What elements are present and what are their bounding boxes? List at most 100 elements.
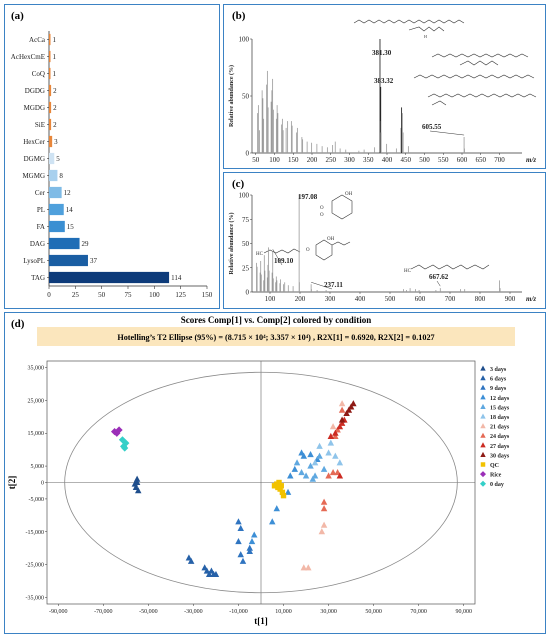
legend-marker-0-day xyxy=(480,480,486,487)
point-27-days xyxy=(327,432,335,440)
bar-value-label: 2 xyxy=(53,87,57,95)
point-15-days xyxy=(298,469,305,476)
point-qc xyxy=(277,486,283,492)
point-qc xyxy=(280,492,287,499)
x-tick-label: 600 xyxy=(457,156,468,164)
legend-label-qc: QC xyxy=(490,463,499,469)
point-18-days xyxy=(311,459,319,466)
legend-marker-18-days xyxy=(480,413,486,419)
legend-marker-12-days xyxy=(480,394,486,400)
point-24-days xyxy=(325,472,332,479)
point-15-days xyxy=(320,465,328,472)
quinone-ring-icon-2: OH O xyxy=(306,237,351,261)
x-tick-label: 900 xyxy=(505,295,516,303)
point-27-days xyxy=(336,472,344,479)
peak-annotation: 109.10 xyxy=(274,257,294,265)
x-tick-label: 125 xyxy=(175,291,186,299)
point-21-days xyxy=(329,423,337,430)
x-tick-label: 500 xyxy=(385,295,396,303)
legend-label-21-days: 21 days xyxy=(490,425,510,431)
x-tick-label: 550 xyxy=(438,156,449,164)
x-tick-label: 450 xyxy=(401,156,412,164)
legend-marker-15-days xyxy=(480,403,486,409)
point-12-days xyxy=(284,488,292,495)
peak-annotation: 381.30 xyxy=(372,49,392,57)
y-tick-label: 25,000 xyxy=(28,398,45,404)
point-24-days xyxy=(338,406,346,413)
x-tick-label: -50,000 xyxy=(139,609,158,615)
x-tick-label: 150 xyxy=(288,156,299,164)
bar-acca xyxy=(49,33,51,46)
point-qc xyxy=(278,483,284,489)
dag-structure-icon xyxy=(431,53,529,66)
x-tick-label: 650 xyxy=(476,156,487,164)
x-tick-label: -10,000 xyxy=(229,609,248,615)
point-18-days xyxy=(327,439,335,446)
category-label: AcCa xyxy=(29,36,46,44)
point-15-days xyxy=(309,475,317,482)
point-0-day xyxy=(121,444,129,452)
y-tick-label: 0 xyxy=(246,289,250,297)
x-tick-label: 800 xyxy=(475,295,486,303)
x-tick-label: 300 xyxy=(344,156,355,164)
point-12-days xyxy=(251,531,258,538)
point-12-days xyxy=(307,450,314,458)
legend-label-30-days: 30 days xyxy=(490,453,510,459)
point-12-days xyxy=(269,518,276,525)
point-3-days xyxy=(131,480,139,487)
x-tick-label: 90,000 xyxy=(455,609,472,615)
bar-dgdg xyxy=(49,84,52,97)
point-24-days xyxy=(320,505,328,512)
plot-title: Scores Comp[1] vs. Comp[2] colored by co… xyxy=(181,315,371,325)
category-label: Cer xyxy=(35,189,46,197)
legend-label-18-days: 18 days xyxy=(490,415,510,421)
point-12-days xyxy=(291,465,299,472)
point-27-days xyxy=(338,419,346,426)
y-tick-label: -15,000 xyxy=(26,530,45,536)
svg-text:O: O xyxy=(320,213,324,218)
category-label: DGMG xyxy=(24,155,45,163)
category-label: AcHexCmE xyxy=(11,53,45,61)
x-tick-label: 700 xyxy=(445,295,456,303)
x-tick-label: 200 xyxy=(307,156,318,164)
svg-text:OH: OH xyxy=(327,237,335,242)
y-tick-label: 5,000 xyxy=(31,464,45,470)
bar-value-label: 12 xyxy=(64,189,72,197)
legend-label-rice: Rice xyxy=(490,473,502,479)
point-12-days xyxy=(300,452,308,459)
plot-subtitle: Hotelling’s T2 Ellipse (95%) = (8.715 × … xyxy=(117,333,434,342)
annotation-arrow xyxy=(429,130,465,136)
bar-value-label: 5 xyxy=(56,155,60,163)
panel-label-c: (c) xyxy=(232,178,245,190)
y-tick-label: 0 xyxy=(246,150,250,158)
point-24-days xyxy=(320,498,328,505)
point-30-days xyxy=(350,400,357,407)
x-tick-label: 150 xyxy=(202,291,213,299)
point-15-days xyxy=(302,472,310,479)
mag-structure-icon xyxy=(413,74,535,79)
x-tick-label: 100 xyxy=(265,295,276,303)
peak-annotation: 667.62 xyxy=(429,273,449,281)
x-tick-label: 350 xyxy=(363,156,374,164)
y-axis-label: Relative abundance (%) xyxy=(228,213,235,275)
x-axis-label: t[1] xyxy=(254,616,268,626)
point-21-days xyxy=(318,528,326,535)
panel-d-score-plot: (d) Scores Comp[1] vs. Comp[2] colored b… xyxy=(4,312,546,634)
category-label: MGMG xyxy=(22,172,45,180)
panel-b-mass-spectrum: (b) H 50 100 150 200 250 300 350 400 450 500 550 60… xyxy=(223,4,546,169)
svg-text:HC: HC xyxy=(404,269,412,274)
category-label: PL xyxy=(37,206,45,214)
category-label: CoQ xyxy=(32,70,45,78)
bar-achexcme xyxy=(49,50,51,63)
point-18-days xyxy=(316,442,323,449)
y-tick-label: -35,000 xyxy=(26,595,45,601)
x-tick-label: 100 xyxy=(149,291,160,299)
point-9-days xyxy=(239,557,247,564)
point-24-days xyxy=(332,432,339,440)
x-tick-label: -70,000 xyxy=(94,609,113,615)
x-tick-label: -90,000 xyxy=(49,609,68,615)
x-tick-label: 200 xyxy=(295,295,306,303)
annotation-arrow xyxy=(311,282,333,290)
annotation-arrow xyxy=(436,280,441,287)
svg-text:OH: OH xyxy=(345,192,353,197)
